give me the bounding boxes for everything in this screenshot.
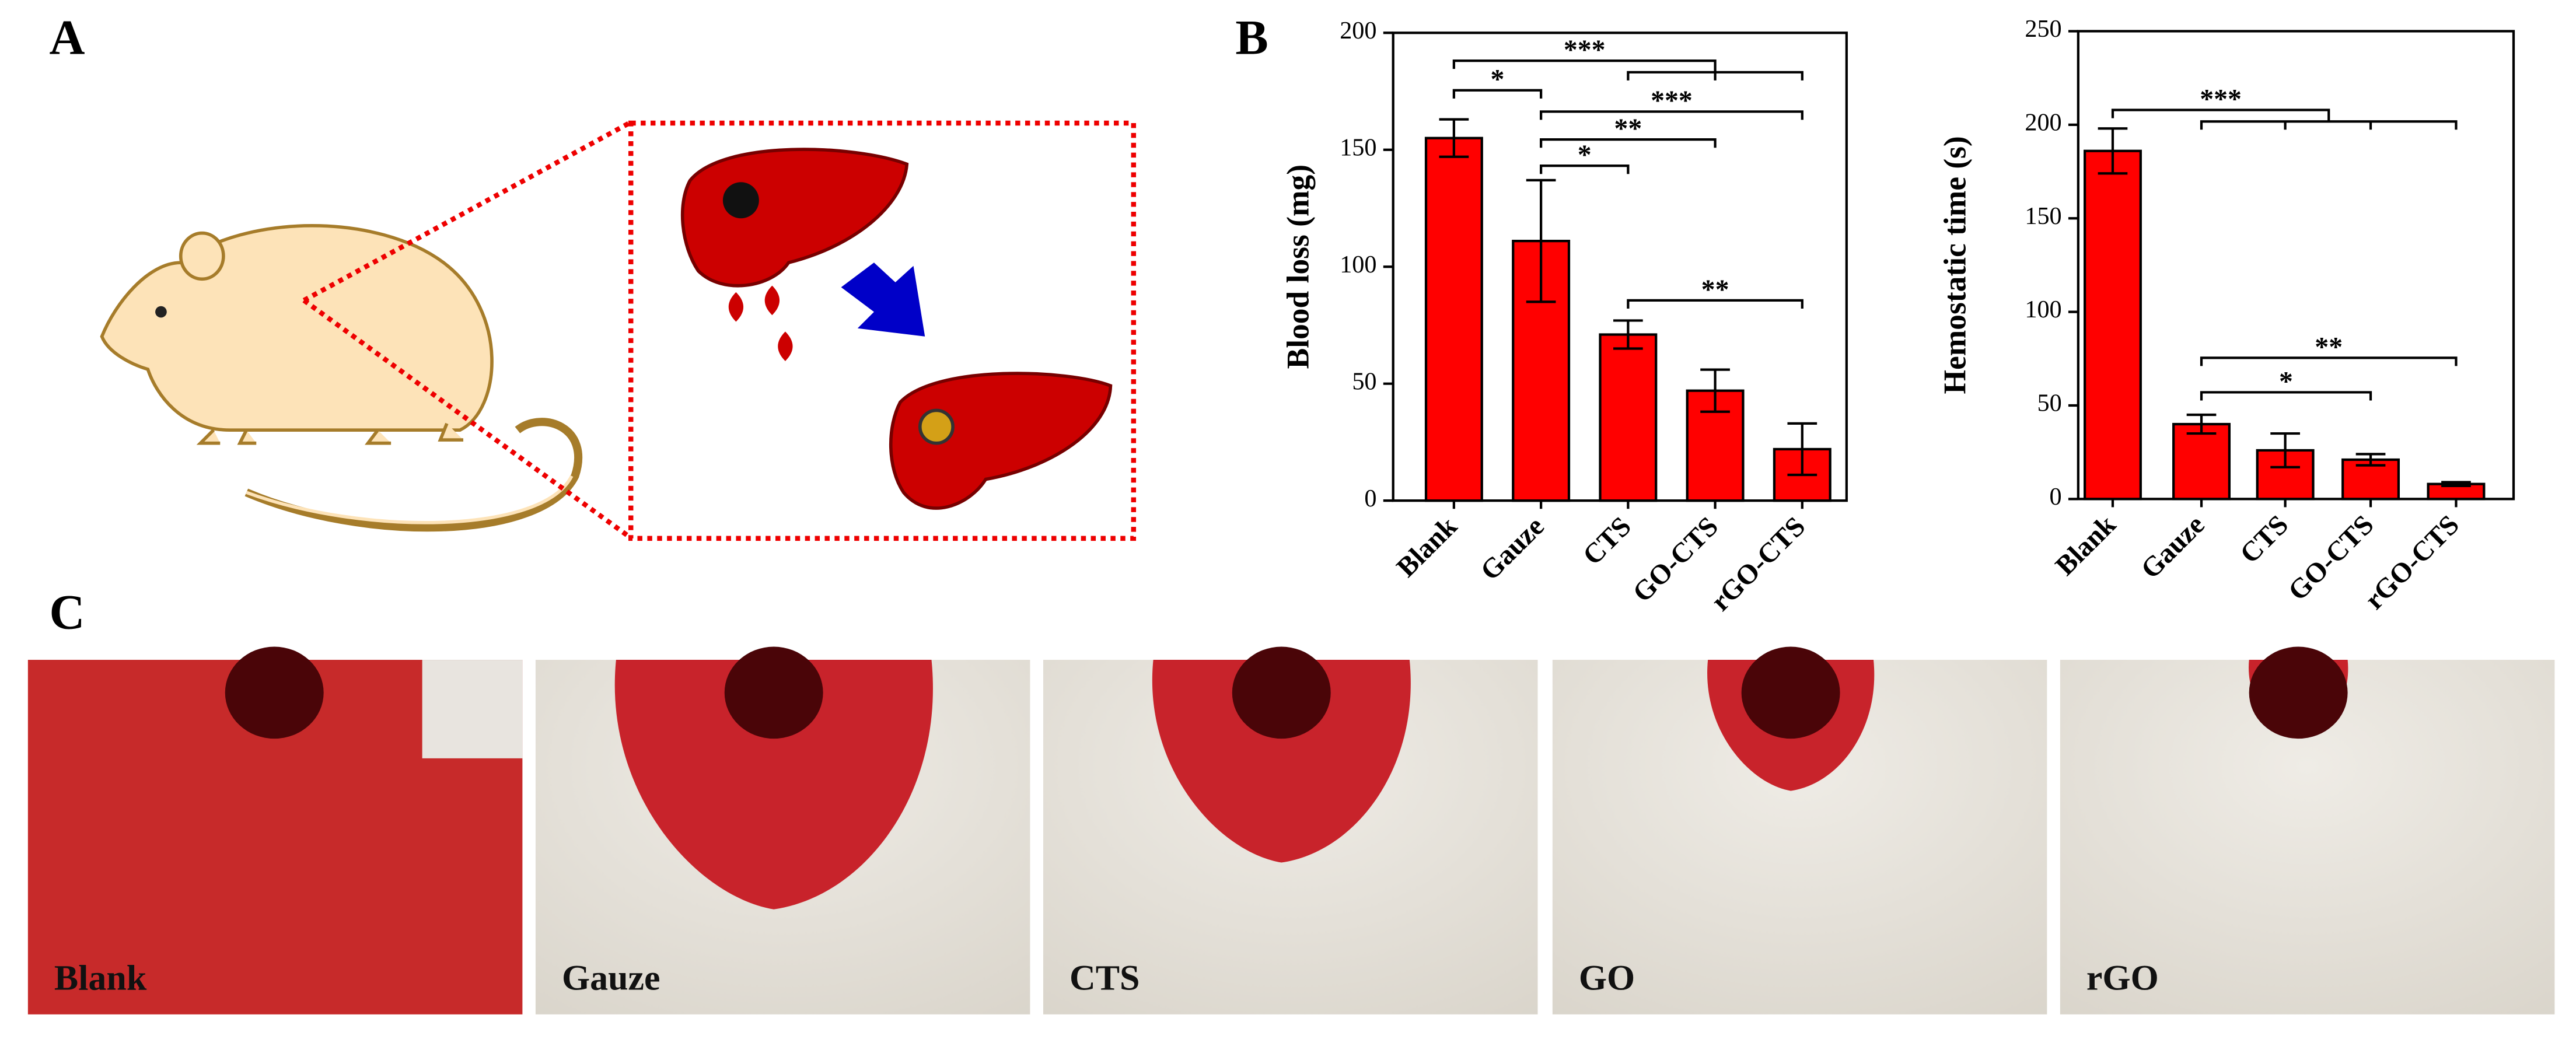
blood-stain	[1152, 660, 1411, 863]
x-tick-label: CTS	[2234, 509, 2294, 569]
significance-label: ***	[2200, 83, 2242, 114]
y-tick-label: 200	[1340, 17, 1376, 44]
significance-label: *	[1578, 139, 1592, 170]
clot	[225, 646, 324, 739]
y-tick-label: 0	[1364, 485, 1376, 512]
error-bar	[1613, 319, 1643, 350]
photo-label: rGO	[2086, 958, 2159, 998]
y-tick-label: 0	[2050, 483, 2062, 510]
error-bar	[1787, 422, 1817, 477]
x-tick-label: rGO-CTS	[2359, 509, 2465, 615]
y-tick-label: 50	[2037, 390, 2061, 417]
significance-label: **	[1701, 274, 1729, 305]
x-tick-label: Gauze	[2135, 509, 2211, 585]
y-tick-label: 200	[2025, 109, 2061, 137]
clot	[2249, 646, 2348, 739]
mouse	[100, 224, 583, 532]
zoom-lines	[302, 120, 1137, 541]
plot-frame	[2077, 30, 2515, 501]
x-tick-label: CTS	[1577, 511, 1637, 571]
significance-bracket	[1452, 59, 1803, 81]
liver-bleeding	[680, 148, 1113, 510]
significance-label: *	[1491, 64, 1505, 95]
panel-label: B	[1235, 11, 1268, 65]
x-tick-label: Gauze	[1474, 511, 1550, 586]
bar	[1424, 137, 1483, 502]
y-tick-label: 150	[2025, 202, 2061, 230]
photo-label: Gauze	[562, 958, 660, 998]
y-tick-label: 250	[2025, 15, 2061, 43]
bar	[2083, 149, 2142, 501]
error-bar	[2355, 453, 2386, 467]
panel-label: C	[49, 585, 85, 639]
x-tick-label: Blank	[1390, 510, 1463, 583]
blood-stain	[614, 660, 933, 909]
significance-label: **	[1614, 113, 1642, 144]
error-bar	[1439, 118, 1469, 158]
bar	[1599, 333, 1658, 502]
significance-bracket	[2200, 391, 2372, 401]
significance-label: ***	[1651, 85, 1693, 116]
y-axis-title: Blood loss (mg)	[1280, 165, 1315, 369]
x-tick-label: rGO-CTS	[1705, 511, 1811, 617]
error-bar	[2186, 413, 2217, 435]
bar	[2172, 422, 2231, 501]
error-bar	[1700, 368, 1730, 413]
error-bar	[2098, 127, 2128, 175]
significance-bracket	[1540, 110, 1803, 120]
panel-label: A	[49, 11, 85, 65]
significance-label: ***	[1564, 34, 1606, 65]
significance-bracket	[2111, 109, 2458, 130]
clot	[724, 646, 823, 739]
photo-label: Blank	[54, 958, 147, 998]
photo-label: CTS	[1069, 958, 1140, 998]
error-bar	[2441, 481, 2471, 487]
significance-bracket	[2200, 356, 2458, 366]
error-bar	[1526, 179, 1556, 303]
significance-label: *	[2279, 366, 2293, 397]
y-tick-label: 100	[1340, 251, 1376, 278]
clot	[1232, 646, 1331, 739]
x-tick-label: Blank	[2050, 509, 2122, 582]
background	[422, 660, 523, 758]
significance-bracket	[1540, 165, 1630, 174]
significance-bracket	[1452, 89, 1543, 99]
significance-label: **	[2315, 331, 2343, 362]
y-tick-label: 150	[1340, 134, 1376, 161]
significance-bracket	[1540, 138, 1717, 148]
clot	[1741, 646, 1840, 739]
error-bar	[2270, 432, 2300, 468]
photo-row: Blank Gauze CTS GO rGO	[27, 646, 2555, 1014]
significance-bracket	[1627, 299, 1803, 309]
y-axis-title: Hemostatic time (s)	[1938, 136, 1973, 394]
photo-label: GO	[1579, 958, 1635, 998]
y-tick-label: 50	[1352, 368, 1376, 395]
y-tick-label: 100	[2025, 296, 2061, 323]
